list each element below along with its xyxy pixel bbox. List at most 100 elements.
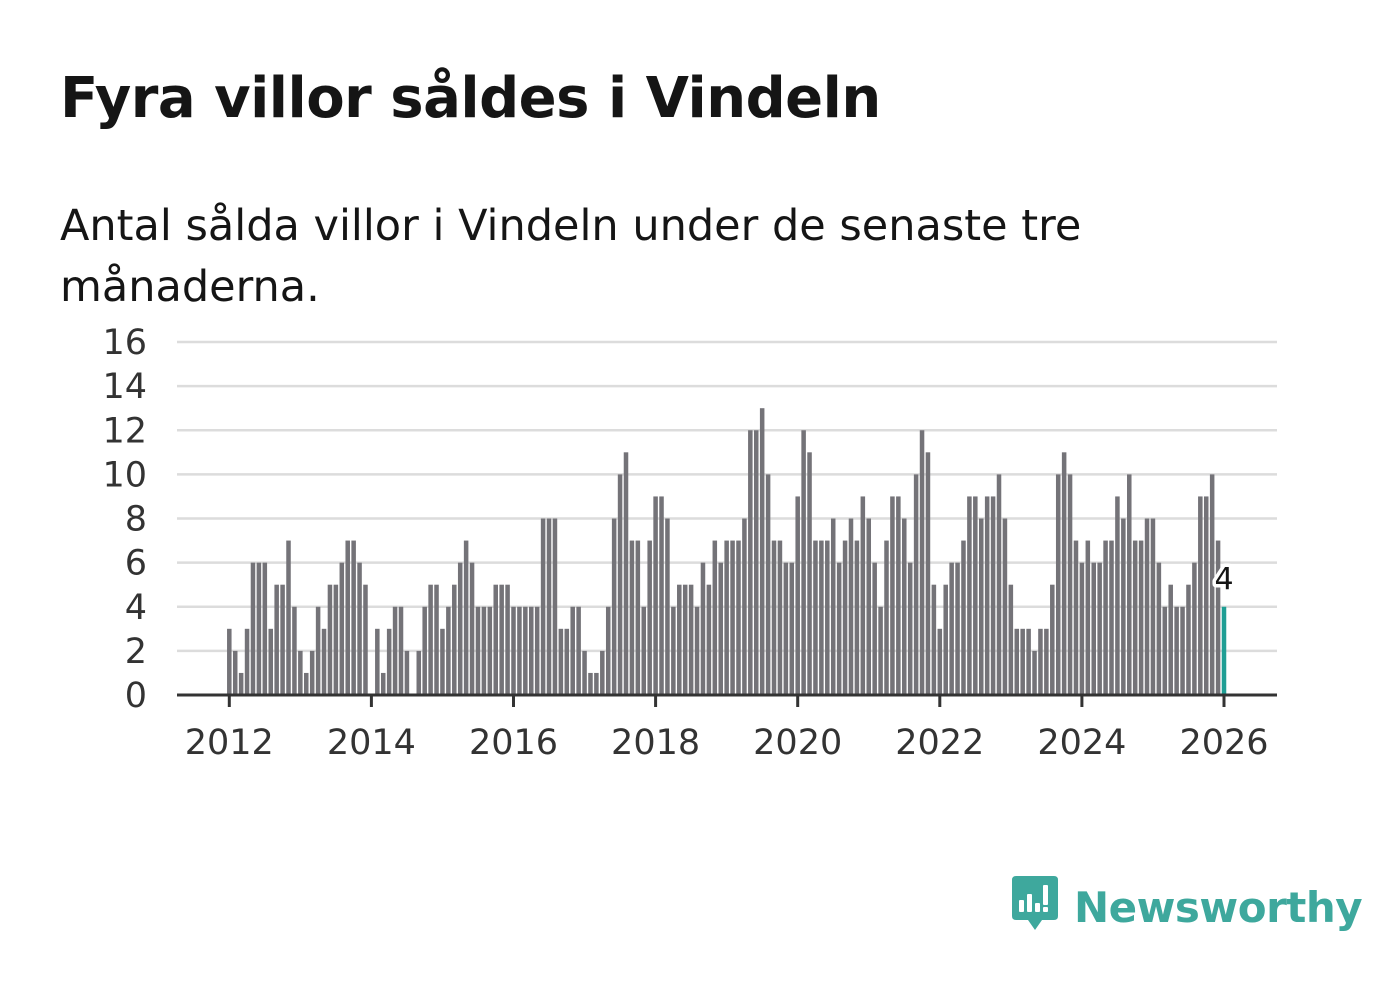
bar-119 xyxy=(931,584,937,695)
bar-108 xyxy=(866,518,872,695)
bar-22 xyxy=(357,562,362,696)
bar-97 xyxy=(801,430,806,695)
bar-116 xyxy=(913,474,919,696)
bar-135 xyxy=(1026,628,1031,695)
bar-89 xyxy=(753,430,759,695)
bar-18 xyxy=(333,584,339,695)
bar-66 xyxy=(617,474,623,696)
x-tick-label-2012: 2012 xyxy=(185,723,274,763)
bar-136 xyxy=(1032,650,1037,696)
bar-20 xyxy=(345,540,350,695)
bar-86 xyxy=(736,540,741,695)
bar-64 xyxy=(605,606,611,695)
bar-56 xyxy=(558,628,564,695)
bar-91 xyxy=(765,474,771,696)
bar-143 xyxy=(1073,540,1079,695)
bar-168 xyxy=(1221,606,1227,695)
bar-34 xyxy=(428,584,433,695)
bar-74 xyxy=(665,518,670,695)
bar-33 xyxy=(422,606,427,695)
bar-80 xyxy=(700,562,706,696)
bar-152 xyxy=(1127,474,1132,696)
y-tick-label-10: 10 xyxy=(102,455,147,495)
bar-149 xyxy=(1109,540,1114,695)
bar-1 xyxy=(232,650,238,696)
bar-84 xyxy=(724,540,729,695)
bar-106 xyxy=(854,540,860,695)
bar-16 xyxy=(321,628,327,695)
bar-41 xyxy=(469,562,475,696)
y-tick-label-2: 2 xyxy=(125,632,147,672)
bar-54 xyxy=(546,518,552,695)
bar-70 xyxy=(641,606,647,695)
bar-146 xyxy=(1091,562,1096,696)
bar-72 xyxy=(653,496,658,695)
bar-15 xyxy=(315,606,321,695)
bar-105 xyxy=(848,518,854,695)
bar-120 xyxy=(937,628,943,695)
bar-12 xyxy=(298,650,303,696)
bar-157 xyxy=(1156,562,1162,696)
bar-117 xyxy=(919,430,925,695)
bar-98 xyxy=(807,452,812,695)
bar-159 xyxy=(1168,584,1173,695)
bar-4 xyxy=(250,562,256,696)
bar-53 xyxy=(540,518,546,695)
bar-69 xyxy=(635,540,641,695)
bar-109 xyxy=(872,562,877,696)
bar-122 xyxy=(949,562,954,696)
x-axis-tick-labels: 2012 2014 2016 2018 2020 2022 2024 2026 xyxy=(185,723,1269,763)
bar-100 xyxy=(819,540,824,695)
bar-166 xyxy=(1209,474,1215,696)
bar-162 xyxy=(1186,584,1191,695)
bar-144 xyxy=(1079,562,1085,696)
bar-45 xyxy=(493,584,498,695)
bar-99 xyxy=(813,540,818,695)
bar-127 xyxy=(978,518,984,695)
bar-73 xyxy=(659,496,664,695)
newsworthy-logo-icon xyxy=(1012,876,1058,930)
bar-9 xyxy=(280,584,285,695)
bar-38 xyxy=(452,584,457,695)
bar-14 xyxy=(309,650,315,696)
bar-96 xyxy=(795,496,800,695)
x-axis xyxy=(177,693,1277,707)
bar-52 xyxy=(534,606,540,695)
bar-0 xyxy=(227,628,232,695)
bar-113 xyxy=(896,496,901,695)
bar-101 xyxy=(825,540,830,695)
bar-118 xyxy=(925,452,931,695)
brand-name: Newsworthy xyxy=(1074,882,1363,932)
bar-27 xyxy=(386,628,392,695)
bar-46 xyxy=(499,584,504,695)
x-tick-label-2024: 2024 xyxy=(1037,723,1126,763)
bar-155 xyxy=(1144,518,1150,695)
brand-logo: Newsworthy xyxy=(1010,876,1363,938)
bar-140 xyxy=(1055,474,1061,696)
bar-112 xyxy=(890,496,895,695)
bar-139 xyxy=(1050,584,1055,695)
bar-134 xyxy=(1020,628,1025,695)
chart-title: Fyra villor såldes i Vindeln xyxy=(60,66,881,131)
bar-104 xyxy=(842,540,848,695)
y-tick-label-6: 6 xyxy=(125,544,147,584)
bar-50 xyxy=(523,606,528,695)
bar-161 xyxy=(1180,606,1185,695)
bar-95 xyxy=(789,562,795,696)
bar-59 xyxy=(576,606,581,695)
bar-148 xyxy=(1103,540,1108,695)
bar-142 xyxy=(1067,474,1073,696)
bar-147 xyxy=(1097,562,1102,696)
bar-87 xyxy=(742,518,747,695)
y-tick-label-16: 16 xyxy=(102,323,147,363)
y-tick-label-8: 8 xyxy=(125,500,147,540)
bar-77 xyxy=(682,584,688,695)
x-tick-label-2014: 2014 xyxy=(327,723,416,763)
bar-23 xyxy=(363,584,368,695)
y-tick-label-12: 12 xyxy=(102,411,147,451)
bar-115 xyxy=(907,562,913,696)
y-tick-label-0: 0 xyxy=(125,676,147,716)
chart-subtitle: Antal sålda villor i Vindeln under de se… xyxy=(60,201,1082,312)
bar-138 xyxy=(1044,628,1049,695)
